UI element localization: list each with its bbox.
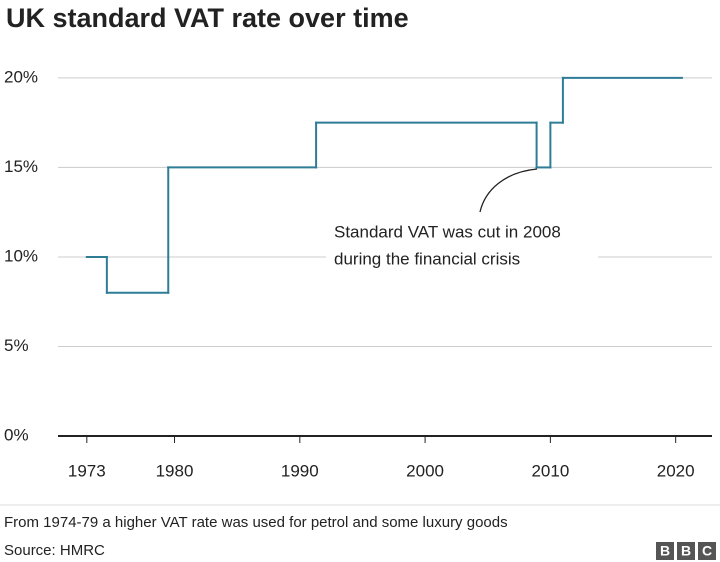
- logo-block: [698, 542, 716, 560]
- x-tick-label: 1990: [281, 461, 319, 480]
- logo-block: [656, 542, 674, 560]
- plot-area: 0% 5% 10% 15% 20% 1973 1980 1990 2000 2010 2020: [4, 67, 712, 480]
- logo-letter: C: [702, 543, 712, 559]
- logo-letter: B: [660, 543, 670, 559]
- footnote: From 1974-79 a higher VAT rate was used …: [4, 514, 508, 531]
- y-tick-label: 15%: [4, 157, 38, 176]
- y-tick-label: 5%: [4, 336, 29, 355]
- y-tick-label: 10%: [4, 246, 38, 265]
- y-tick-label: 20%: [4, 67, 38, 86]
- x-tick-label: 2020: [657, 461, 695, 480]
- x-tick-label: 2000: [406, 461, 444, 480]
- x-tick-label: 1973: [68, 461, 106, 480]
- chart-title: UK standard VAT rate over time: [6, 3, 409, 33]
- annotation-bg: [326, 218, 598, 274]
- x-tick-label: 1980: [156, 461, 194, 480]
- annotation: Standard VAT was cut in 2008: [334, 222, 561, 241]
- annotation-pointer: [479, 168, 538, 213]
- source: Source: HMRC: [4, 542, 105, 559]
- y-tick-label: 0%: [4, 425, 29, 444]
- logo: B B C: [656, 542, 716, 560]
- annotation: during the financial crisis: [334, 249, 520, 268]
- x-tick-label: 2010: [531, 461, 569, 480]
- logo-letter: B: [681, 543, 691, 559]
- logo-block: [677, 542, 695, 560]
